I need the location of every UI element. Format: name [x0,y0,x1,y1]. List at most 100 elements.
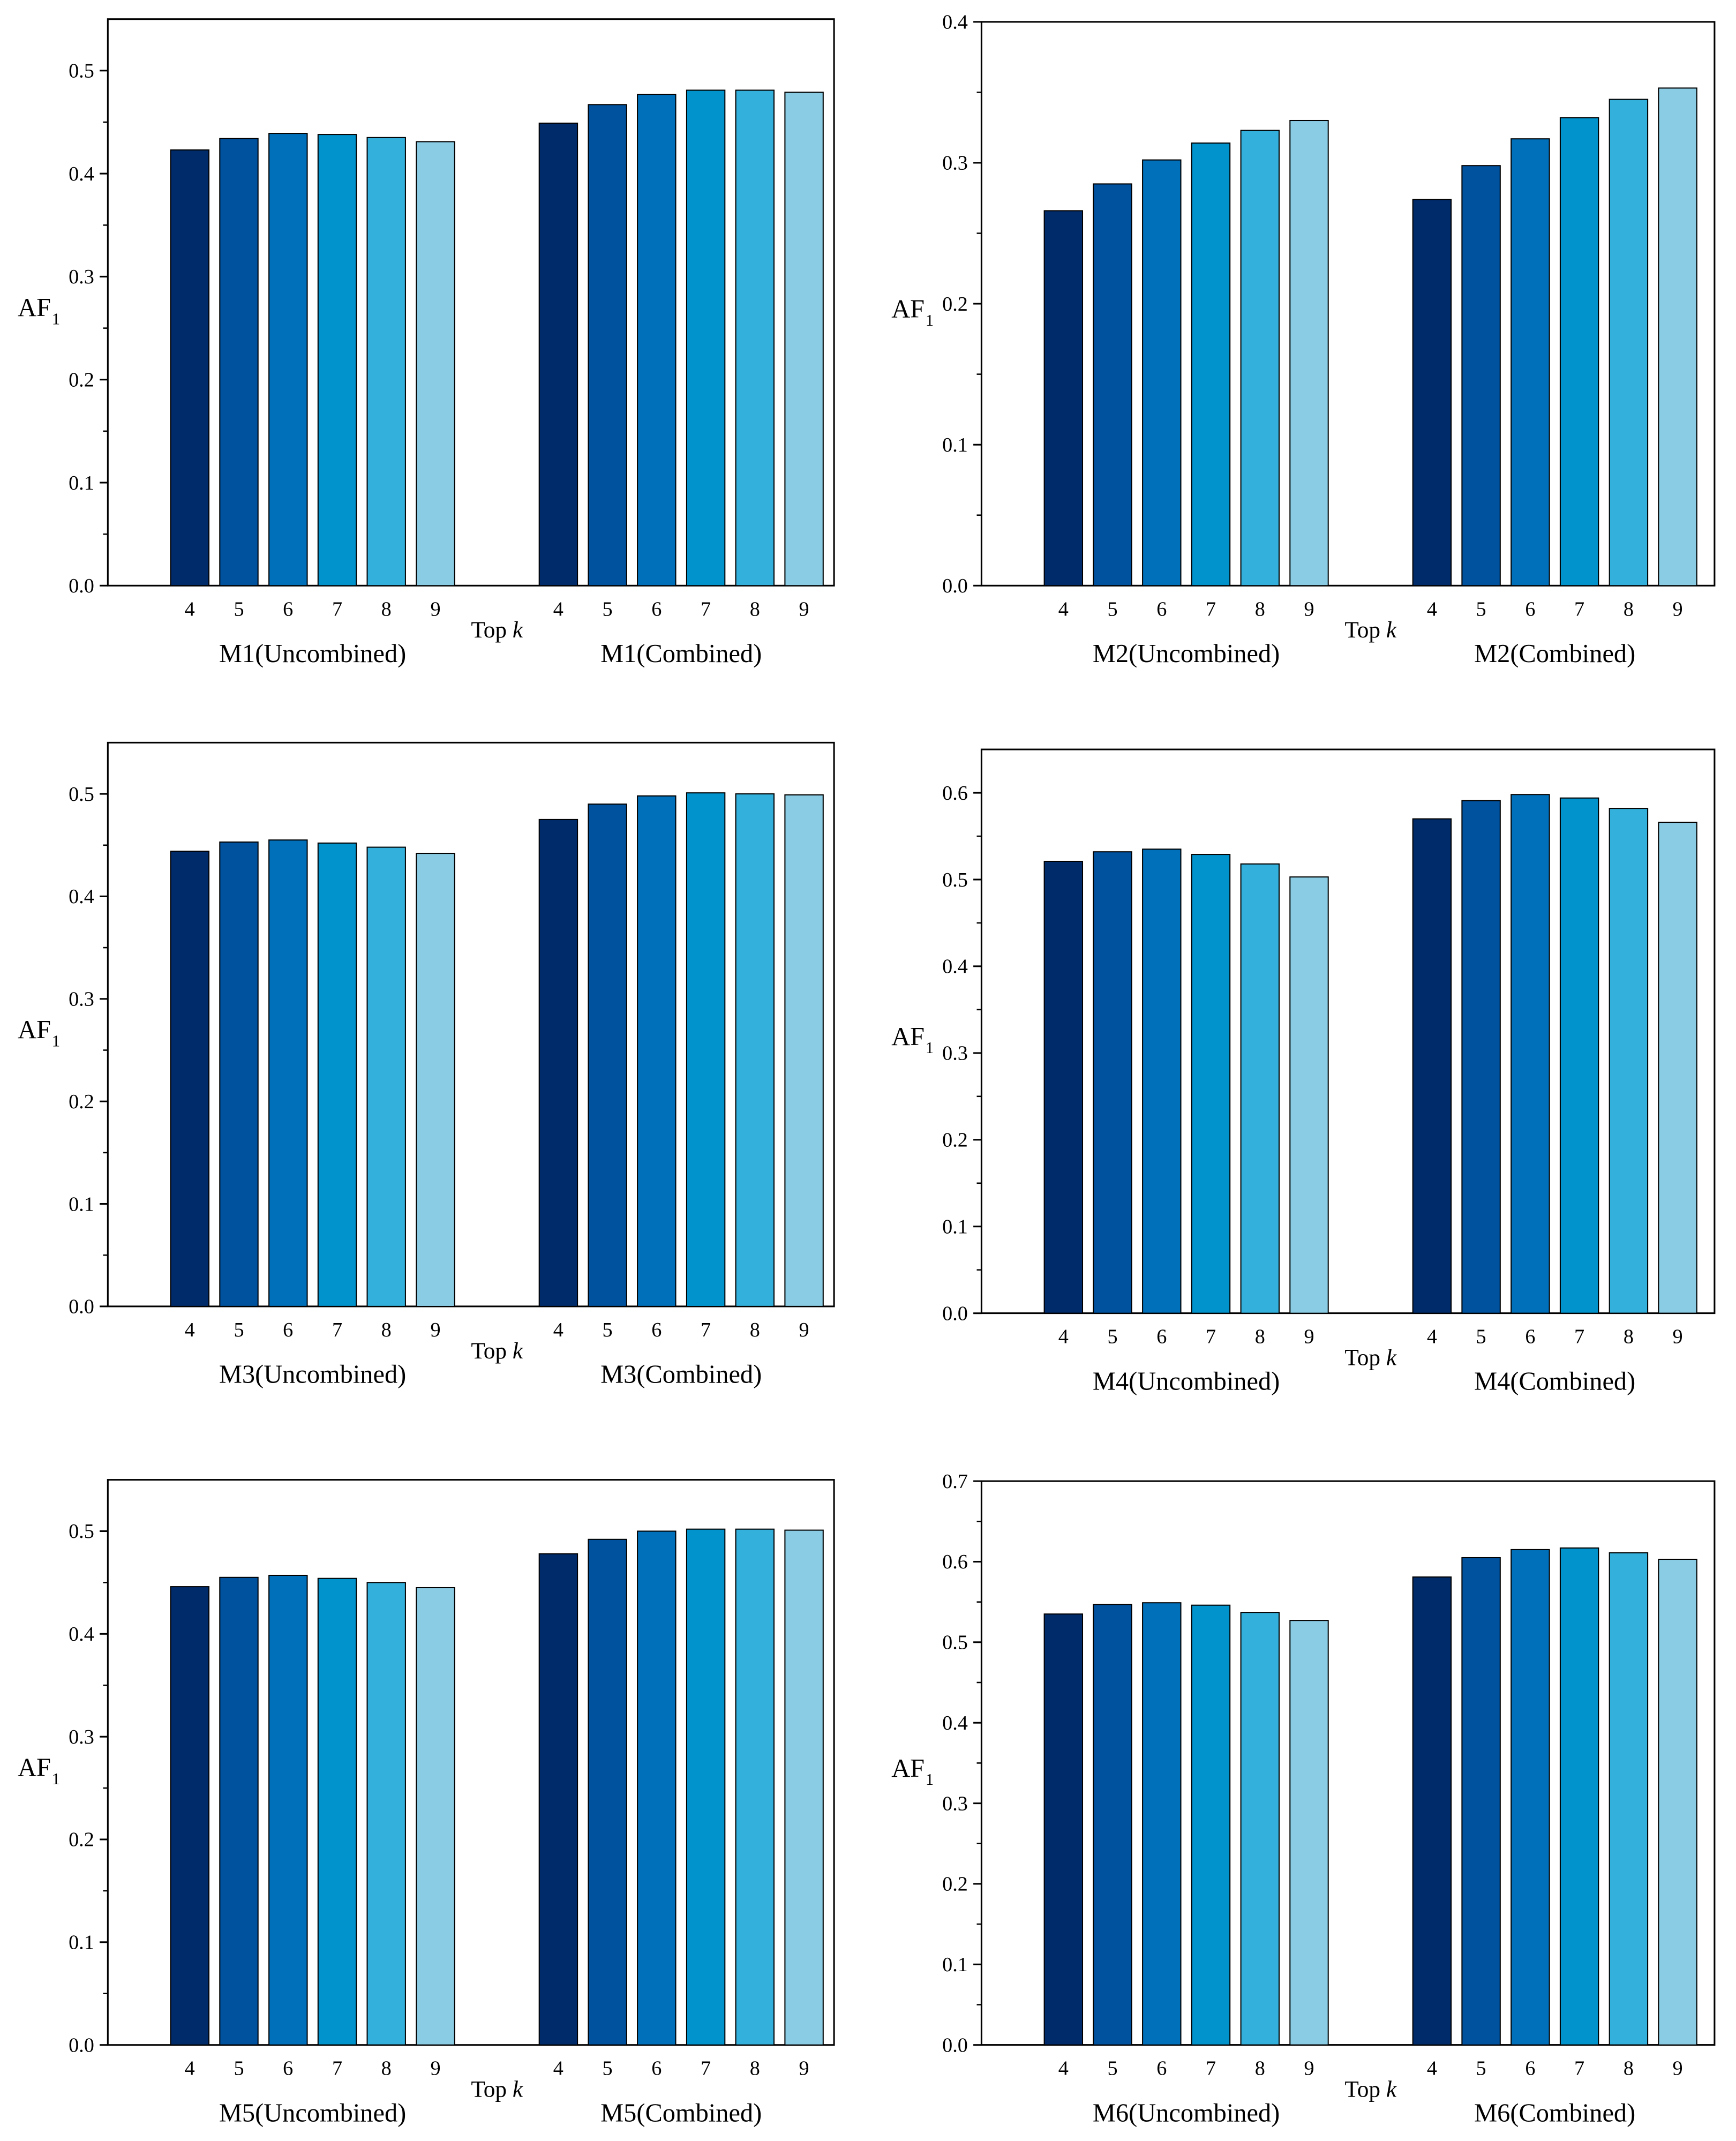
x-tick-label: 4 [185,598,195,620]
bar-M5(Uncombined)-k8 [366,1582,406,2046]
chart-panel-4: 0.0 0.1 0.2 0.3 0.4 0.5 0.6 AF 1 4 5 6 7 8 9 M4(Uncombi… [891,748,1716,1395]
x-tick-label: 9 [430,1319,440,1341]
x-tick-label: 8 [1255,598,1265,620]
x-tick-label: 9 [430,598,440,620]
bar-M6(Uncombined)-k9 [1289,1620,1329,2046]
bar-M5(Combined)-k4 [538,1553,578,2046]
y-tick-label: 0.6 [942,1551,968,1573]
x-tick-label: 6 [283,1319,293,1341]
x-tick-label: 9 [1304,598,1314,620]
x-axis-label-prefix: Top [471,617,513,643]
bar-M3(Combined)-k8 [735,793,775,1307]
x-tick-label: 8 [1624,2057,1634,2080]
bar-M2(Uncombined)-k4 [1043,210,1084,587]
x-tick-label: 8 [381,2057,392,2080]
y-tick-label: 0.2 [942,293,968,315]
x-tick-label: 9 [1304,2057,1314,2080]
x-axis-label-prefix: Top [1344,1345,1386,1371]
y-tick-label: 0.5 [69,1520,94,1543]
x-tick-label: 5 [1107,1326,1117,1348]
y-axis-label: AF [18,1754,51,1782]
bar-M4(Uncombined)-k9 [1289,876,1329,1314]
bar-M3(Combined)-k6 [637,795,677,1307]
plot-frame [980,748,1716,1314]
bar-M1(Combined)-k7 [686,89,726,587]
group-label: M5(Uncombined) [219,2099,406,2127]
y-tick-label: 0.5 [69,783,94,806]
bar-M1(Combined)-k5 [588,104,627,587]
bar-M6(Combined)-k5 [1461,1557,1501,2046]
x-tick-label: 5 [1476,2057,1486,2080]
bar-M2(Combined)-k9 [1658,87,1697,587]
bar-M2(Combined)-k6 [1510,138,1550,587]
x-tick-label: 4 [1058,2057,1069,2080]
bar-M4(Combined)-k7 [1559,797,1599,1314]
y-tick-label: 0.3 [942,1792,968,1815]
x-tick-label: 7 [332,2057,342,2080]
y-tick-label: 0.7 [942,1470,968,1493]
group-label: M2(Combined) [1474,640,1635,668]
y-tick-label: 0.4 [942,956,968,978]
x-axis-label-variable: k [513,2077,523,2102]
x-tick-label: 9 [799,1319,809,1341]
bar-M2(Uncombined)-k8 [1240,130,1280,587]
x-tick-label: 4 [1427,2057,1437,2080]
bar-M3(Uncombined)-k7 [317,842,357,1307]
x-tick-label: 5 [234,2057,244,2080]
y-tick-label: 0.4 [69,885,94,908]
x-tick-label: 8 [1255,2057,1265,2080]
x-tick-label: 4 [1058,1326,1069,1348]
bar-M5(Combined)-k6 [637,1530,677,2046]
y-tick-label: 0.5 [942,869,968,891]
bar-M4(Uncombined)-k8 [1240,863,1280,1314]
y-tick-label: 0.0 [942,2034,968,2056]
x-tick-label: 7 [701,598,711,620]
x-tick-label: 6 [1525,598,1535,620]
y-tick-label: 0.1 [69,1932,94,1954]
bar-M3(Combined)-k7 [686,792,726,1308]
x-tick-label: 8 [1624,1326,1634,1348]
bar-M2(Combined)-k4 [1412,199,1452,587]
y-tick-label: 0.3 [942,1042,968,1065]
bar-M4(Uncombined)-k6 [1142,848,1182,1314]
y-axis-label: AF [18,1016,51,1044]
x-tick-label: 8 [1624,598,1634,620]
y-axis-label: AF [891,1023,925,1051]
x-tick-label: 8 [381,1319,392,1341]
x-tick-label: 9 [799,598,809,620]
bar-M5(Combined)-k9 [784,1529,824,2046]
x-tick-label: 7 [1574,2057,1584,2080]
x-tick-label: 6 [1156,1326,1167,1348]
x-tick-label: 4 [553,2057,563,2080]
y-axis-label-subscript: 1 [52,1770,60,1788]
bar-M5(Uncombined)-k9 [416,1587,455,2046]
bar-M4(Combined)-k6 [1510,794,1550,1314]
x-axis-label: Top k [1344,2077,1397,2102]
bar-M5(Combined)-k8 [735,1528,775,2046]
x-tick-label: 9 [1673,2057,1683,2080]
x-tick-label: 4 [185,2057,195,2080]
bar-M6(Combined)-k7 [1559,1547,1599,2046]
y-axis-label-subscript: 1 [52,1032,60,1050]
x-tick-label: 4 [553,598,563,620]
y-axis-label: AF [891,295,925,324]
bar-M1(Combined)-k4 [538,122,578,587]
y-tick-label: 0.2 [942,1873,968,1896]
bar-M1(Uncombined)-k6 [268,133,308,587]
bar-M3(Uncombined)-k6 [268,839,308,1307]
bar-M1(Combined)-k9 [784,92,824,587]
bar-M4(Combined)-k4 [1412,818,1452,1314]
y-tick-label: 0.3 [69,988,94,1011]
x-tick-label: 7 [701,1319,711,1341]
x-axis-label-variable: k [513,1338,523,1364]
y-tick-label: 0.0 [69,575,94,597]
y-axis-label: AF [891,1754,925,1783]
bar-M6(Combined)-k8 [1609,1552,1649,2046]
bar-M4(Uncombined)-k5 [1093,851,1132,1314]
bar-M3(Uncombined)-k5 [219,841,259,1307]
y-tick-label: 0.2 [69,369,94,392]
y-tick-label: 0.2 [69,1829,94,1851]
x-tick-label: 7 [1206,1326,1216,1348]
bar-M5(Uncombined)-k5 [219,1576,259,2046]
chart-panel-3: 0.0 0.1 0.2 0.3 0.4 0.5 AF 1 4 5 6 7 8 9 M3(Uncombined… [18,741,835,1389]
